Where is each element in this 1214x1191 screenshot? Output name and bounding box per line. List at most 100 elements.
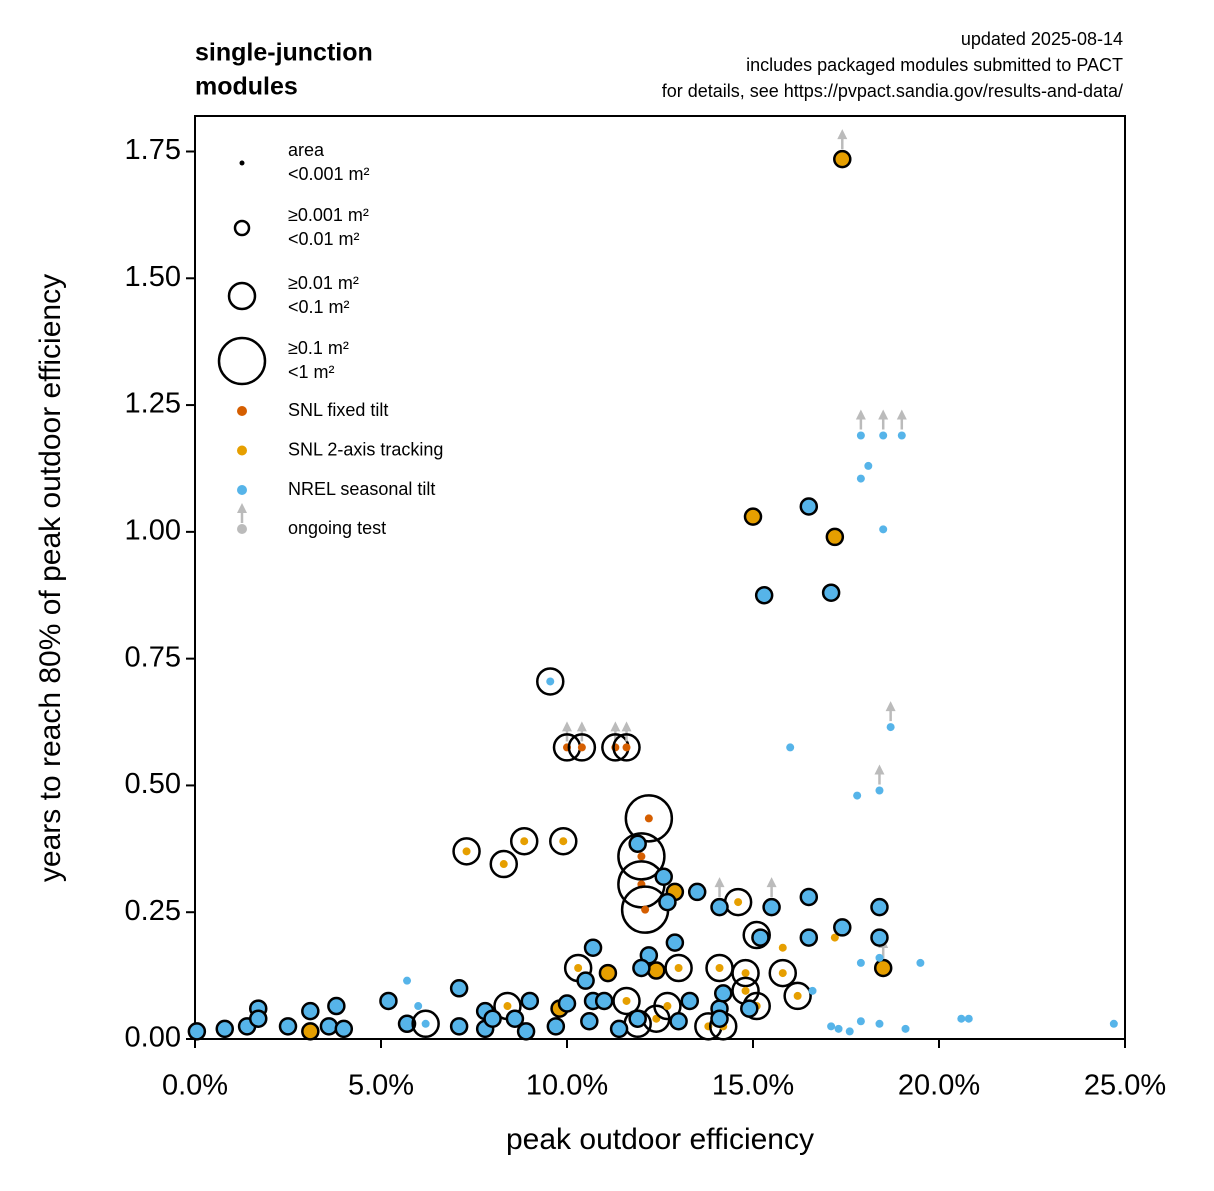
point xyxy=(248,1009,268,1028)
x-tick-label: 5.0% xyxy=(348,1070,414,1102)
point-ring xyxy=(549,826,578,856)
point xyxy=(557,994,577,1013)
point xyxy=(751,928,770,947)
ongoing-arrow xyxy=(837,129,848,140)
point-ring xyxy=(624,794,674,843)
point xyxy=(710,1009,729,1028)
point xyxy=(833,918,852,937)
y-tick-label: 1.00 xyxy=(125,515,181,547)
note: updated 2025-08-14 xyxy=(961,29,1123,49)
point xyxy=(856,958,865,967)
point xyxy=(957,1014,966,1023)
legend-label: <1 m² xyxy=(288,362,335,382)
point xyxy=(598,963,618,983)
note: for details, see https://pvpact.sandia.g… xyxy=(662,81,1123,101)
legend-marker xyxy=(237,445,247,456)
legend-marker xyxy=(237,524,247,534)
point xyxy=(875,1019,884,1028)
point xyxy=(397,1014,417,1034)
point xyxy=(715,964,724,972)
point xyxy=(215,1019,235,1039)
point xyxy=(870,897,889,917)
point xyxy=(713,984,733,1003)
point-ring xyxy=(509,826,539,856)
legend-marker xyxy=(237,406,247,416)
point xyxy=(741,969,750,978)
ongoing-arrow xyxy=(878,409,889,420)
point xyxy=(644,814,653,823)
legend-label: ≥0.1 m² xyxy=(288,338,349,358)
point xyxy=(583,938,603,957)
point xyxy=(483,1009,502,1028)
chart-title: modules xyxy=(195,73,298,101)
legend-size xyxy=(239,160,245,166)
ongoing-arrow xyxy=(874,764,885,775)
legend-label: SNL fixed tilt xyxy=(288,400,388,420)
point xyxy=(654,867,673,886)
point xyxy=(879,525,888,534)
point xyxy=(901,1024,910,1033)
legend-label: NREL seasonal tilt xyxy=(288,479,435,499)
y-tick-label: 1.50 xyxy=(125,261,181,293)
point xyxy=(799,887,819,907)
x-tick-label: 25.0% xyxy=(1084,1070,1166,1102)
point xyxy=(379,991,398,1011)
y-tick-label: 0.00 xyxy=(125,1022,181,1054)
point xyxy=(632,958,651,978)
point xyxy=(576,971,595,990)
ongoing-arrow xyxy=(714,877,725,888)
ongoing-arrow xyxy=(896,409,907,420)
x-tick-label: 10.0% xyxy=(526,1070,608,1102)
point xyxy=(647,961,666,980)
ongoing-arrow xyxy=(766,877,777,888)
point xyxy=(964,1014,973,1023)
point-ring xyxy=(452,837,481,866)
legend-label: ongoing test xyxy=(288,518,386,538)
point xyxy=(793,991,802,1000)
point xyxy=(546,677,555,686)
y-tick-label: 0.50 xyxy=(125,768,181,800)
point xyxy=(403,976,412,985)
point xyxy=(825,527,845,547)
point xyxy=(743,507,763,526)
point xyxy=(856,431,865,440)
point xyxy=(786,743,795,752)
point xyxy=(505,1009,525,1028)
point xyxy=(628,834,647,853)
point xyxy=(577,743,586,752)
point xyxy=(799,928,819,947)
point xyxy=(559,837,568,846)
point xyxy=(334,1019,354,1039)
point xyxy=(580,1012,599,1031)
legend-size xyxy=(233,219,251,237)
point xyxy=(833,149,852,169)
point xyxy=(830,933,839,942)
legend-label: ≥0.001 m² xyxy=(288,205,369,225)
legend-label: SNL 2-axis tracking xyxy=(288,439,443,459)
point-ring xyxy=(612,986,641,1016)
point-ring xyxy=(536,667,565,696)
x-tick-label: 15.0% xyxy=(712,1070,794,1102)
point xyxy=(574,964,583,972)
legend-marker xyxy=(237,485,247,495)
point xyxy=(301,1022,320,1041)
point xyxy=(873,958,893,978)
point xyxy=(856,474,865,483)
point xyxy=(622,743,631,752)
point xyxy=(687,882,707,902)
point xyxy=(680,991,700,1011)
legend-label: <0.1 m² xyxy=(288,297,350,317)
legend-label: ≥0.01 m² xyxy=(288,273,359,293)
point xyxy=(897,431,906,440)
point xyxy=(520,837,529,846)
y-tick-label: 0.75 xyxy=(125,641,181,673)
ongoing-arrow xyxy=(576,721,587,732)
point xyxy=(637,852,646,861)
point xyxy=(870,928,889,947)
point xyxy=(674,964,683,972)
point xyxy=(301,1001,320,1021)
point-ring xyxy=(653,991,682,1021)
point xyxy=(754,586,774,605)
ongoing-arrow xyxy=(885,701,896,712)
point xyxy=(449,979,469,998)
